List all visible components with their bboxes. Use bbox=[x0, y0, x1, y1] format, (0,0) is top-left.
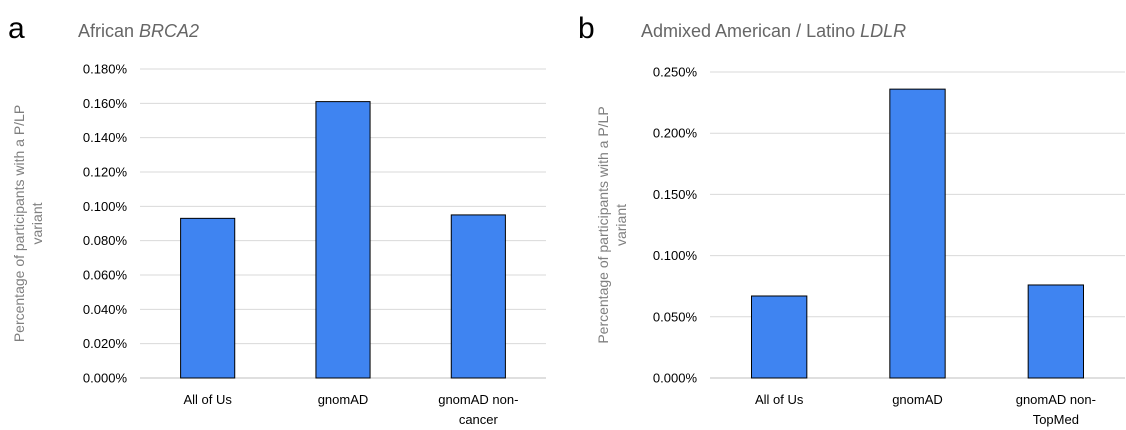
chart-title-a: African BRCA2 bbox=[78, 21, 199, 41]
chart-title-text: Admixed American / Latino bbox=[641, 21, 860, 41]
x-category-label-line: TopMed bbox=[1033, 412, 1079, 427]
panel-letter-b: b bbox=[578, 12, 595, 45]
y-tick-label: 0.160% bbox=[83, 96, 128, 111]
y-tick-label: 0.040% bbox=[83, 302, 128, 317]
y-tick-label: 0.100% bbox=[83, 199, 128, 214]
y-tick-label: 0.050% bbox=[653, 309, 698, 324]
x-category-label-line: gnomAD non- bbox=[1016, 392, 1096, 407]
y-tick-label: 0.000% bbox=[653, 371, 698, 386]
bar bbox=[180, 217, 236, 379]
chart-panel-b: b Admixed American / Latino LDLR 0.000% 0.0… bbox=[578, 12, 1125, 427]
x-category-label-line: gnomAD bbox=[318, 392, 369, 407]
x-category-label-line: gnomAD non- bbox=[438, 392, 518, 407]
y-tick-label: 0.200% bbox=[653, 126, 698, 141]
x-category-label: gnomAD bbox=[892, 392, 943, 407]
chart-title-gene: BRCA2 bbox=[139, 21, 199, 41]
y-tick-label: 0.100% bbox=[653, 248, 698, 263]
y-tick-label: 0.080% bbox=[83, 233, 128, 248]
chart-title-gene: LDLR bbox=[860, 21, 906, 41]
x-category-label: All of Us bbox=[755, 392, 804, 407]
y-axis-title-line: Percentage of participants with a P/LP bbox=[595, 106, 611, 343]
y-axis-title-b: Percentage of participants with a P/LP va… bbox=[595, 106, 629, 343]
bar bbox=[1027, 284, 1084, 379]
y-tick-label: 0.250% bbox=[653, 65, 698, 80]
x-category-label: gnomAD bbox=[318, 392, 369, 407]
x-category-label-line: All of Us bbox=[755, 392, 804, 407]
x-category-label: gnomAD non- TopMed bbox=[1016, 392, 1096, 427]
x-category-label-line: All of Us bbox=[183, 392, 232, 407]
y-tick-label: 0.000% bbox=[83, 371, 128, 386]
panel-letter-a: a bbox=[8, 12, 25, 45]
y-axis-title-a: Percentage of participants with a P/LP va… bbox=[11, 105, 45, 342]
y-tick-label: 0.150% bbox=[653, 187, 698, 202]
y-tick-label: 0.180% bbox=[83, 62, 128, 77]
x-category-label: gnomAD non-cancer bbox=[438, 392, 518, 427]
chart-panel-a: a African BRCA2 0.000% 0.020% 0.040% 0.060% 0.… bbox=[8, 12, 546, 427]
bar bbox=[751, 295, 808, 379]
y-axis-title-line: variant bbox=[29, 202, 45, 244]
bar bbox=[315, 101, 371, 379]
bar bbox=[889, 88, 946, 379]
x-category-label-line: cancer bbox=[459, 412, 499, 427]
y-tick-label: 0.140% bbox=[83, 130, 128, 145]
y-axis-title-line: Percentage of participants with a P/LP bbox=[11, 105, 27, 342]
x-category-label: All of Us bbox=[183, 392, 232, 407]
chart-title-text: African bbox=[78, 21, 139, 41]
bar bbox=[450, 214, 506, 379]
y-tick-label: 0.120% bbox=[83, 165, 128, 180]
y-tick-label: 0.060% bbox=[83, 268, 128, 283]
y-tick-label: 0.020% bbox=[83, 336, 128, 351]
y-axis-title-line: variant bbox=[613, 204, 629, 246]
x-category-label-line: gnomAD bbox=[892, 392, 943, 407]
chart-title-b: Admixed American / Latino LDLR bbox=[641, 21, 906, 41]
